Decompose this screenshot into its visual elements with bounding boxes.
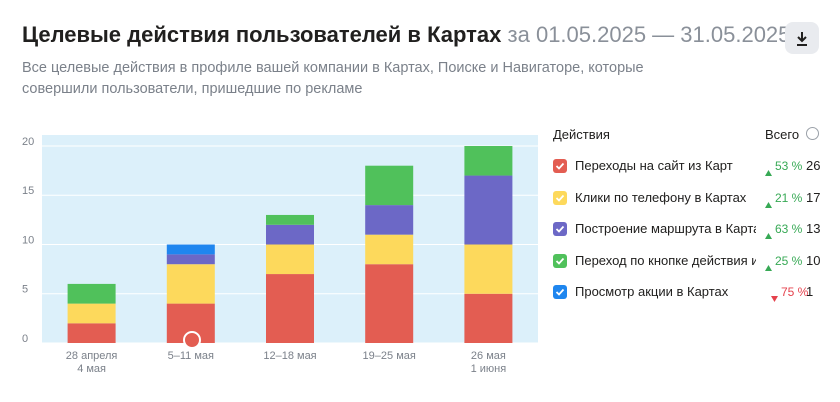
arrow-icon <box>765 233 772 239</box>
bar-segment <box>67 323 116 343</box>
x-tick-label: 26 мая <box>471 350 506 362</box>
x-tick-label: 4 мая <box>77 363 106 375</box>
download-icon <box>797 32 807 46</box>
total-value: 10 <box>806 252 821 268</box>
legend-checkbox[interactable] <box>553 285 567 299</box>
total-title: Всего <box>765 127 800 142</box>
bar-segment <box>266 244 314 275</box>
legend-label: Просмотр акции в Картах <box>575 284 729 299</box>
bar-segment <box>67 303 116 324</box>
change-arrow <box>771 289 778 307</box>
x-tick-label: 1 июня <box>471 363 507 375</box>
change-label: 75 % <box>781 285 809 299</box>
bar-segment <box>266 274 314 343</box>
y-tick-label: 10 <box>22 234 34 246</box>
legend-label: Клики по телефону в Картах <box>575 189 747 205</box>
check-icon <box>555 288 565 296</box>
change-label: 25 % <box>775 253 803 268</box>
legend-checkbox[interactable] <box>553 190 567 205</box>
change-arrow <box>765 258 772 276</box>
check-icon <box>555 225 565 233</box>
x-tick-label: 5–11 мая <box>168 350 214 362</box>
legend-label: Переходы на сайт из Карт <box>575 158 733 173</box>
legend-label: Построение маршрута в Картах <box>575 221 756 236</box>
bar-segment <box>464 244 513 294</box>
check-icon <box>555 162 565 170</box>
bar-segment <box>365 205 414 235</box>
legend-checkbox[interactable] <box>553 159 567 173</box>
bar-segment <box>166 264 215 304</box>
bar-segment <box>166 244 215 255</box>
bar-segment <box>464 175 513 245</box>
bar-segment <box>464 293 513 343</box>
arrow-icon <box>771 296 778 302</box>
legend-label: Переход по кнопке действия из <box>575 252 756 268</box>
x-tick-label: 28 апреля <box>66 350 118 362</box>
subtitle: Все целевые действия в профиле вашей ком… <box>22 60 644 97</box>
change-label: 53 % <box>775 159 803 173</box>
title-block: Целевые действия пользователей в Картах … <box>22 22 790 48</box>
y-tick-label: 20 <box>22 136 34 148</box>
y-tick-label: 5 <box>22 284 28 296</box>
bar-segment <box>67 283 116 304</box>
x-tick-label: 12–18 мая <box>263 350 316 362</box>
help-icon <box>806 127 819 140</box>
total-value: 26 <box>806 158 821 173</box>
change-arrow <box>765 195 772 213</box>
bar-segment <box>464 146 513 176</box>
legend-checkbox[interactable] <box>553 253 567 268</box>
title: Целевые действия пользователей в Картах <box>22 22 502 47</box>
bar-segment <box>365 264 414 343</box>
check-icon <box>555 257 565 265</box>
legend-title: Действия <box>553 127 610 142</box>
legend-checkbox[interactable] <box>553 222 567 236</box>
bar-segment <box>266 214 314 225</box>
total-value: 1 <box>806 284 814 299</box>
change-arrow <box>765 226 772 244</box>
bar-segment <box>365 234 414 265</box>
arrow-icon <box>765 170 772 176</box>
period: за 01.05.2025 — 31.05.2025 <box>507 22 791 47</box>
download-button[interactable] <box>785 22 819 54</box>
bar-segment <box>166 254 215 265</box>
plot-background <box>42 135 538 343</box>
arrow-icon <box>765 201 772 208</box>
change-label: 63 % <box>775 222 803 236</box>
change-label: 21 % <box>775 190 803 205</box>
y-tick-label: 15 <box>22 185 34 197</box>
change-arrow <box>765 163 772 181</box>
total-value: 17 <box>806 189 821 205</box>
bar-segment <box>365 165 414 206</box>
hint-marker <box>183 331 201 349</box>
bar-segment <box>166 303 215 343</box>
y-tick-label: 0 <box>22 333 28 345</box>
arrow-icon <box>765 264 772 271</box>
x-tick-label: 19–25 мая <box>363 350 416 362</box>
bar-segment <box>266 224 314 245</box>
check-icon <box>555 194 565 202</box>
total-value: 13 <box>806 221 821 236</box>
